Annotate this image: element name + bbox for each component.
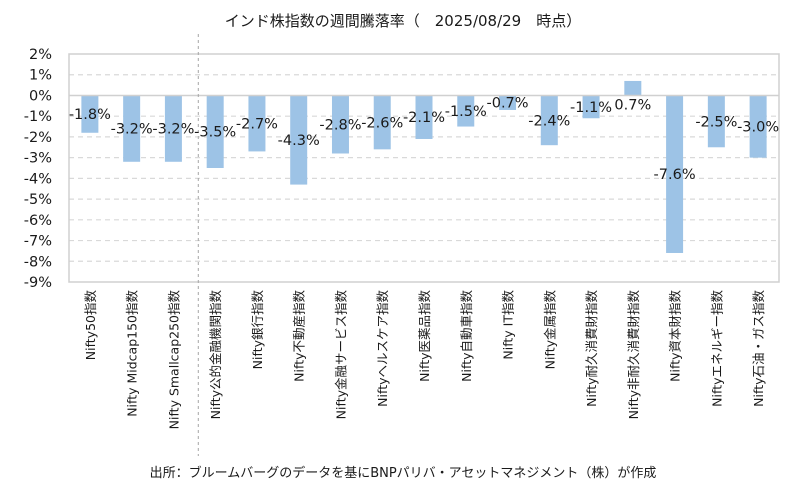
data-label: -4.3% [278,133,320,149]
data-label: -2.8% [319,117,361,133]
x-tick-label: Niftyエネルギー指数 [709,290,724,407]
x-tick-label: Nifty Midcap150指数 [125,290,140,417]
data-label: -1.5% [445,104,487,120]
data-label: 0.7% [614,97,651,113]
data-label: -3.2% [111,122,153,138]
bar [666,95,684,253]
bar [707,95,725,148]
bar [206,95,224,168]
bar [582,95,600,119]
x-tick-label: Nifty石油・ガス指数 [751,290,766,407]
data-label: -2.1% [403,110,445,126]
x-tick-label: Nifty50指数 [83,290,98,361]
x-tick-label: Nifty IT指数 [501,290,516,360]
bars [81,80,767,253]
plot-frame [68,53,780,283]
y-tick-label: -6% [24,213,52,229]
bar [624,80,642,96]
y-tick-label: 2% [29,47,52,63]
y-tick-label: -4% [24,171,52,187]
data-label: -0.7% [486,96,528,112]
x-tick-label: Nifty資本財指数 [668,290,683,382]
bar [540,95,558,146]
data-label: -2.6% [361,115,403,131]
x-tick-label: Nifty金属指数 [542,290,557,370]
x-tick-label: Nifty金融サービス指数 [333,290,348,420]
data-label: -1.1% [570,100,612,116]
bar [499,95,517,110]
y-tick-label: -1% [24,109,52,125]
x-tick-label: Nifty自動車指数 [459,290,474,382]
x-tick-label: Nifty非耐久消費財指数 [626,290,641,420]
source-note: 出所：ブルームバーグのデータを基にBNPパリバ・アセットマネジメント（株）が作成 [149,466,657,481]
bar [81,95,99,133]
y-tick-label: -9% [24,275,52,291]
data-label: -2.7% [236,116,278,132]
x-tick-label: Nifty Smallcap250指数 [166,290,181,430]
x-tick-label: Nifty公的金融機関指数 [208,290,223,420]
data-label: -3.2% [152,122,194,138]
y-tick-label: -5% [24,192,52,208]
y-tick-label: -3% [24,151,52,167]
x-tick-label: Niftyヘルスケア指数 [375,290,390,407]
bar [373,95,391,150]
y-tick-label: -8% [24,254,52,270]
y-tick-label: 0% [29,88,52,104]
bar [749,95,767,158]
bar [248,95,266,152]
y-tick-label: -7% [24,234,52,250]
y-tick-label: -2% [24,130,52,146]
data-label: -2.4% [528,113,570,129]
bar [457,95,475,127]
x-tick-label: Nifty不動産指数 [292,290,307,382]
bar [415,95,433,139]
data-label: -1.8% [69,107,111,123]
data-labels: -1.8%-3.2% -3.2% -3.5%-2.7%-4.3%-2.8% -2.6%… [69,96,779,184]
y-tick-label: 1% [29,68,52,84]
x-tick-label: Nifty耐久消費財指数 [584,290,599,407]
data-label: -3.5% [194,125,236,141]
data-label: -3.0% [737,120,779,136]
data-label: -7.6% [654,167,696,183]
bar [331,95,349,154]
bar [164,95,182,162]
chart-title: インド株指数の週間騰落率（ 2025/08/29 時点） [224,12,582,30]
bar [290,95,308,185]
y-axis-ticks: 2% 1% 0% -1% -2% -3% -4% -5% -6% -7% -8% -9% [24,47,52,291]
x-axis-ticks: Nifty50指数 Nifty Midcap150指数 Nifty Smallcap… [83,290,766,430]
x-tick-label: Nifty銀行指数 [250,290,265,370]
x-tick-label: Nifty医薬品指数 [417,290,432,382]
bar [123,95,141,162]
data-label: -2.5% [695,114,737,130]
